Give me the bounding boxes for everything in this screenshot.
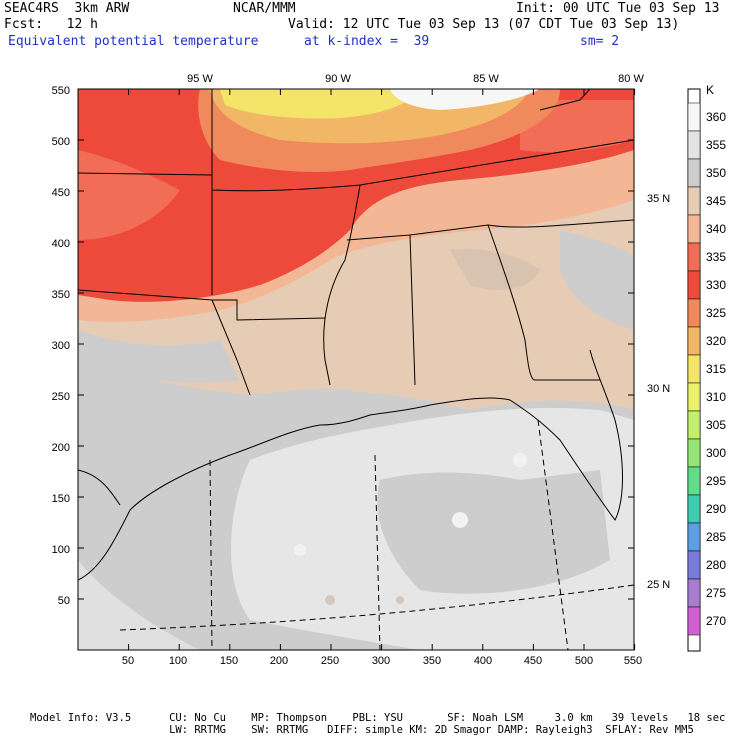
- x-tick-label: 200: [270, 655, 288, 667]
- x-tick-label: 100: [169, 655, 187, 667]
- colorbar-swatch: [687, 494, 701, 524]
- colorbar-label: 360: [706, 110, 726, 124]
- y-tick-label: 150: [52, 493, 70, 505]
- y-tick-label: 450: [52, 187, 70, 199]
- colorbar-swatch: [687, 130, 701, 160]
- latitude-labels: 35 N 30 N 25 N: [647, 193, 670, 591]
- colorbar-label: 350: [706, 166, 726, 180]
- colorbar: K 360 355 350 345 340 335 330 325 320 315 310 305 30…: [687, 83, 726, 652]
- y-tick-label: 100: [52, 544, 70, 556]
- colorbar-label: 305: [706, 418, 726, 432]
- colorbar-label: 275: [706, 586, 726, 600]
- colorbar-swatch: [687, 354, 701, 384]
- boundary-lines: [78, 89, 634, 581]
- lon-label: 95 W: [187, 73, 213, 85]
- colorbar-label: 280: [706, 558, 726, 572]
- colorbar-swatch: [687, 270, 701, 300]
- lat-label: 30 N: [647, 383, 670, 395]
- x-tick-label: 250: [321, 655, 339, 667]
- y-tick-label: 50: [58, 595, 70, 607]
- lon-label: 90 W: [325, 73, 351, 85]
- colorbar-swatch: [687, 186, 701, 216]
- colorbar-swatch: [687, 410, 701, 440]
- colorbar-swatch: [687, 298, 701, 328]
- colorbar-swatch: [687, 438, 701, 468]
- colorbar-label: 270: [706, 614, 726, 628]
- colorbar-label: 340: [706, 222, 726, 236]
- y-tick-label: 350: [52, 289, 70, 301]
- smoothing-label: sm= 2: [580, 34, 620, 49]
- forecast-hour: Fcst: 12 h: [4, 17, 98, 32]
- model-info-line-1: Model Info: V3.5 CU: No Cu MP: Thompson …: [30, 712, 726, 724]
- field-name: Equivalent potential temperature: [8, 34, 259, 49]
- y-tick-label: 550: [52, 85, 70, 97]
- lon-label: 85 W: [473, 73, 499, 85]
- colorbar-swatch: [687, 326, 701, 356]
- colorbar-label: 300: [706, 446, 726, 460]
- colorbar-swatch: [687, 242, 701, 272]
- init-time: Init: 00 UTC Tue 03 Sep 13: [516, 1, 720, 16]
- theta-e-field: [78, 89, 634, 650]
- colorbar-label: 325: [706, 306, 726, 320]
- colorbar-unit: K: [706, 83, 714, 97]
- colorbar-swatch: [687, 606, 701, 636]
- plot-frame: [77, 88, 635, 651]
- colorbar-label: 310: [706, 390, 726, 404]
- y-tick-label: 400: [52, 238, 70, 250]
- colorbar-swatch: [687, 102, 701, 132]
- colorbar-swatch: [687, 466, 701, 496]
- colorbar-label: 320: [706, 334, 726, 348]
- institution-label: NCAR/MMM: [233, 1, 296, 16]
- graticule: [119, 419, 634, 650]
- y-tick-label: 500: [52, 136, 70, 148]
- x-tick-label: 550: [624, 655, 642, 667]
- x-tick-label: 400: [474, 655, 492, 667]
- x-tick-label: 50: [122, 655, 134, 667]
- y-axis-labels: 50 100 150 200 250 300 350 400 450 500 5…: [52, 85, 70, 607]
- colorbar-label: 345: [706, 194, 726, 208]
- x-tick-label: 150: [220, 655, 238, 667]
- y-tick-label: 250: [52, 391, 70, 403]
- model-info-line-2: LW: RRTMG SW: RRTMG DIFF: simple KM: 2D …: [30, 724, 694, 736]
- x-tick-label: 450: [524, 655, 542, 667]
- y-tick-label: 200: [52, 442, 70, 454]
- x-tick-label: 500: [575, 655, 593, 667]
- valid-time: Valid: 12 UTC Tue 03 Sep 13 (07 CDT Tue …: [288, 17, 680, 32]
- x-tick-label: 300: [372, 655, 390, 667]
- colorbar-swatch: [687, 550, 701, 580]
- longitude-labels: 95 W 90 W 85 W 80 W: [187, 73, 644, 85]
- x-axis-labels: 50 100 150 200 250 300 350 400 450 500 5…: [122, 655, 642, 667]
- colorbar-label: 355: [706, 138, 726, 152]
- model-title: SEAC4RS 3km ARW: [4, 1, 130, 16]
- colorbar-label: 295: [706, 474, 726, 488]
- y-tick-label: 300: [52, 340, 70, 352]
- colorbar-label: 285: [706, 530, 726, 544]
- colorbar-label: 315: [706, 362, 726, 376]
- colorbar-swatch: [687, 578, 701, 608]
- colorbar-swatch: [687, 158, 701, 188]
- lat-label: 35 N: [647, 193, 670, 205]
- colorbar-label: 335: [706, 250, 726, 264]
- x-tick-label: 350: [423, 655, 441, 667]
- colorbar-label: 290: [706, 502, 726, 516]
- colorbar-swatch: [687, 382, 701, 412]
- colorbar-label: 330: [706, 278, 726, 292]
- colorbar-swatch: [687, 214, 701, 244]
- axis-ticks: [77, 88, 636, 651]
- lon-label: 80 W: [618, 73, 644, 85]
- lat-label: 25 N: [647, 579, 670, 591]
- colorbar-swatch: [687, 522, 701, 552]
- level-label: at k-index = 39: [304, 34, 430, 49]
